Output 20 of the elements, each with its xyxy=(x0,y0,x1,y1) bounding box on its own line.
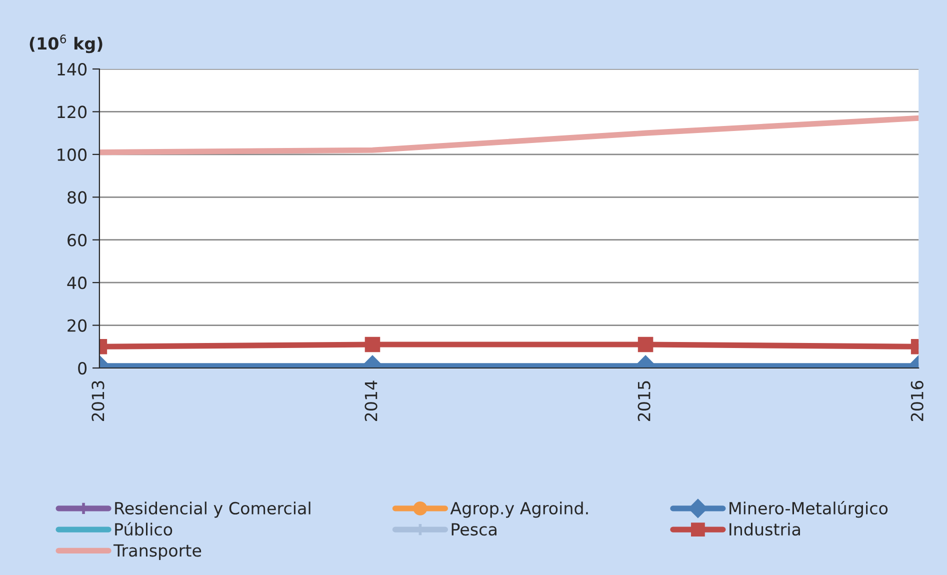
legend-label: Minero-Metalúrgico xyxy=(730,500,888,518)
y-tick-label: 40 xyxy=(67,276,87,290)
y-tick-label: 120 xyxy=(58,106,87,118)
legend-label: Residencial y Comercial xyxy=(115,502,310,518)
legend-label: Pesca xyxy=(452,523,496,536)
y-tick-label: 100 xyxy=(58,148,87,161)
x-tick-label: 2014 xyxy=(364,380,378,421)
x-tick-label: 2015 xyxy=(638,381,650,421)
legend-label: Agrop.y Agroind. xyxy=(450,502,588,518)
y-tick-label: 20 xyxy=(68,319,87,332)
x-tick-label: 2016 xyxy=(910,380,924,421)
legend-label: Público xyxy=(115,522,172,536)
x-tick-label: 2013 xyxy=(92,381,104,421)
y-axis-title: (10$^{6}$ kg) xyxy=(30,34,102,54)
y-tick-label: 80 xyxy=(68,191,87,204)
legend-label: Industria xyxy=(730,522,800,536)
legend-label: Transporte xyxy=(113,544,202,560)
y-tick-label: 140 xyxy=(58,62,87,76)
y-tick-label: 60 xyxy=(68,234,87,246)
y-tick-label: 0 xyxy=(78,362,87,375)
